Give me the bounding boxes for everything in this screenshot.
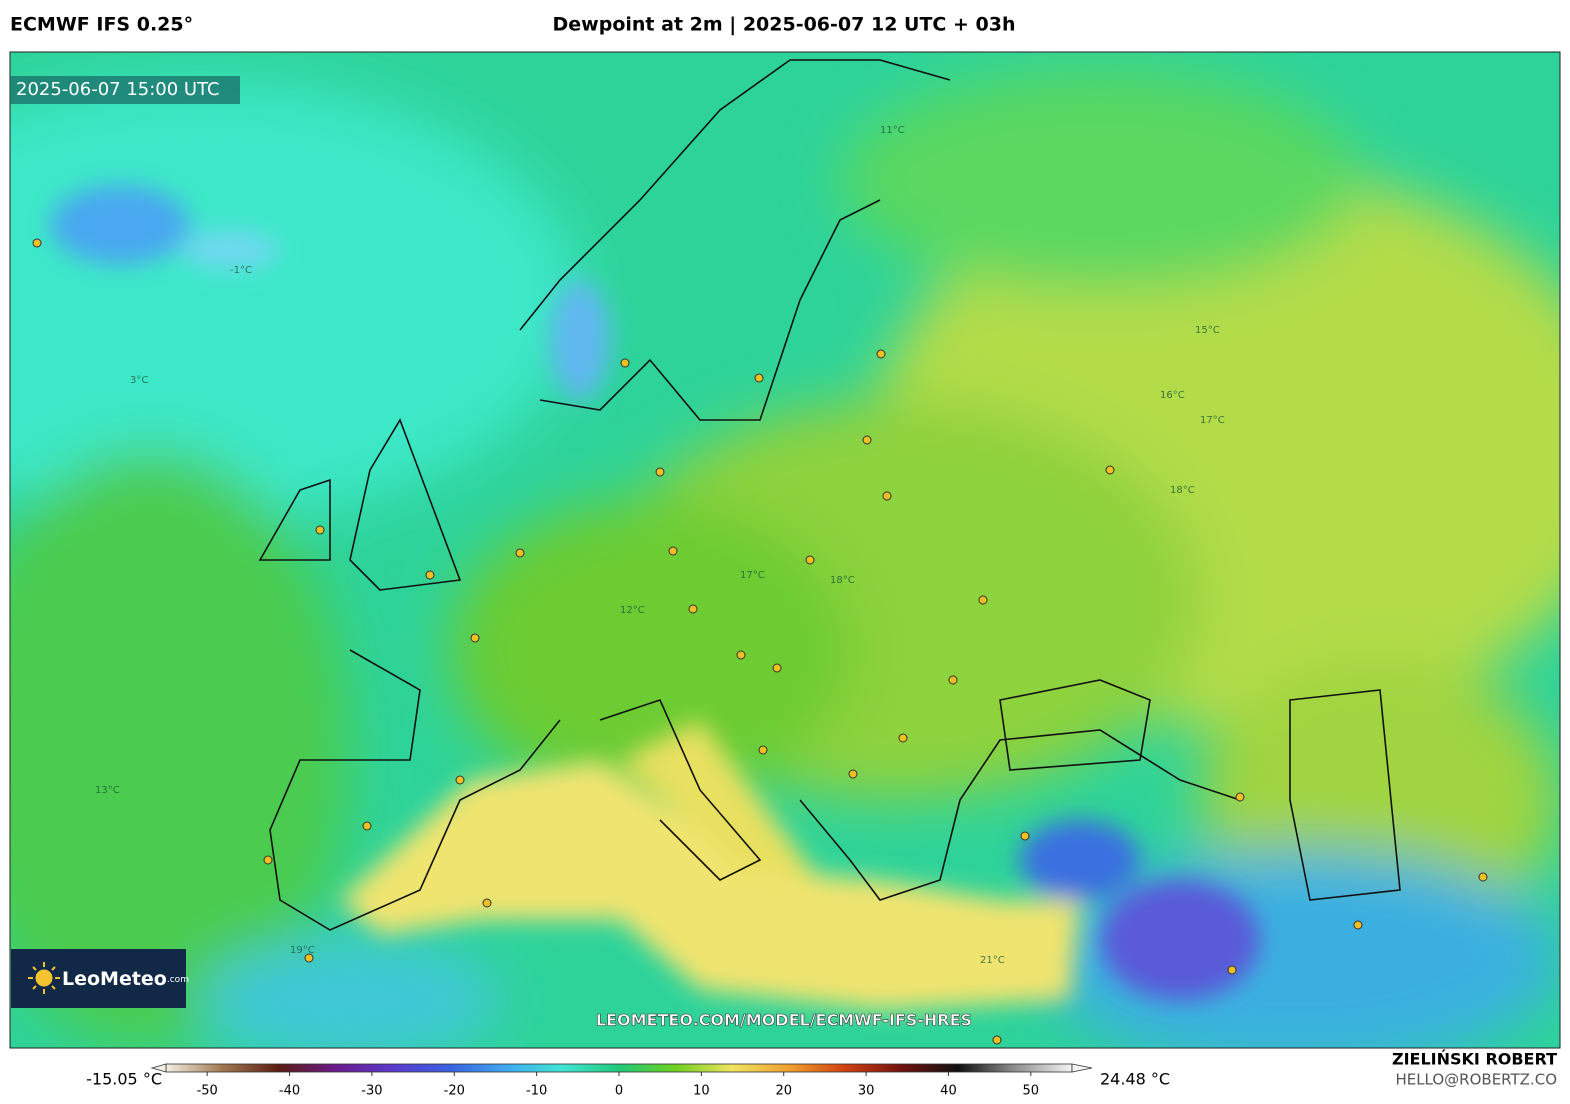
contour-label: 17°C	[740, 570, 765, 581]
contour-label: 18°C	[830, 575, 855, 586]
colorbar-tick-label: 20	[775, 1084, 792, 1099]
contour-label: 11°C	[880, 125, 905, 136]
contour-label: -1°C	[230, 265, 252, 276]
colorbar-tick-label: 40	[940, 1084, 957, 1099]
contour-label: 21°C	[980, 955, 1005, 966]
source-url: LEOMETEO.COM/MODEL/ECMWF-IFS-HRES	[596, 1011, 972, 1030]
colorbar-tick-label: -40	[279, 1084, 300, 1099]
colorbar-end-min	[150, 1063, 167, 1073]
city-markers	[32, 238, 1488, 1045]
logo-name: LeoMeteo	[62, 968, 167, 990]
colorbar-gradient	[165, 1063, 1073, 1073]
colorbar-tick-label: -50	[197, 1084, 218, 1099]
colorbar-tick-label: 10	[693, 1084, 710, 1099]
contour-labels: 5°C-1°C3°C11°C13°C15°C16°C17°C18°C19°C21…	[40, 85, 1225, 966]
colorbar-tick-label: -10	[526, 1084, 547, 1099]
contour-label: 15°C	[1195, 325, 1220, 336]
logo-sun	[28, 962, 60, 994]
contour-label: 3°C	[130, 375, 148, 386]
contour-label: 13°C	[95, 785, 120, 796]
max-label: 24.48 °C	[1100, 1070, 1170, 1089]
colorbar-tick-label: 50	[1023, 1084, 1040, 1099]
logo-suffix: .com	[167, 975, 189, 985]
contour-label: 19°C	[290, 945, 315, 956]
author: ZIELIŃSKI ROBERT	[1392, 1050, 1557, 1069]
email: HELLO@ROBERTZ.CO	[1395, 1071, 1557, 1089]
logo: LeoMeteo.com	[62, 968, 189, 990]
contour-label: 18°C	[1170, 485, 1195, 496]
map: 5°C-1°C3°C11°C13°C15°C16°C17°C18°C19°C21…	[10, 52, 1560, 1048]
contour-label: 16°C	[1160, 390, 1185, 401]
coastlines	[258, 59, 1401, 931]
contour-label: 17°C	[1200, 415, 1225, 426]
contour-label: 12°C	[620, 605, 645, 616]
colorbar-tick-label: -20	[444, 1084, 465, 1099]
colorbar-tick-label: 30	[858, 1084, 875, 1099]
model-name: ECMWF IFS 0.25°	[10, 14, 193, 36]
min-label: -15.05 °C	[86, 1070, 162, 1089]
colorbar-tick-label: -30	[361, 1084, 382, 1099]
colorbar-tick-label: 0	[615, 1084, 623, 1099]
colorbar-end-max	[1071, 1063, 1093, 1073]
colorbar: -50 -40 -30 -20 -10 0 10 20 30 40 50	[150, 1063, 1093, 1099]
timestamp: 2025-06-07 15:00 UTC	[16, 79, 220, 100]
map-title: Dewpoint at 2m | 2025-06-07 12 UTC + 03h	[553, 14, 1016, 36]
